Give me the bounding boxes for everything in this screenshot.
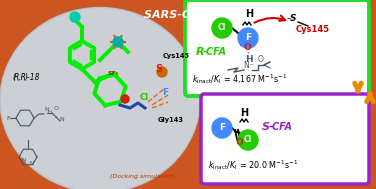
- Text: $k_{\rm inact}/K_{\rm I}$ = 4,167 M$^{-1}$s$^{-1}$: $k_{\rm inact}/K_{\rm I}$ = 4,167 M$^{-1…: [192, 73, 287, 87]
- Text: S: S: [262, 122, 270, 132]
- Text: N: N: [243, 61, 249, 70]
- Ellipse shape: [0, 8, 200, 189]
- Text: Cys145: Cys145: [163, 53, 190, 59]
- Text: N: N: [59, 117, 64, 122]
- Text: SF₅: SF₅: [108, 71, 120, 76]
- Text: -CFA: -CFA: [203, 47, 227, 57]
- Text: H: H: [240, 108, 248, 118]
- Text: pro: pro: [255, 6, 270, 15]
- Text: O: O: [54, 106, 59, 111]
- Text: (: (: [12, 73, 15, 82]
- Text: R: R: [196, 47, 205, 57]
- Circle shape: [113, 37, 123, 47]
- Text: )-18: )-18: [24, 73, 39, 82]
- Text: O: O: [258, 55, 264, 64]
- Text: R,R: R,R: [14, 73, 27, 82]
- Text: F: F: [219, 123, 225, 132]
- Text: O: O: [235, 138, 243, 147]
- Text: Cys145: Cys145: [296, 25, 330, 34]
- Text: F: F: [245, 33, 251, 43]
- Text: N: N: [30, 161, 34, 166]
- Text: F: F: [6, 116, 10, 122]
- Text: F: F: [162, 88, 168, 97]
- Text: (Docking simulation): (Docking simulation): [110, 174, 176, 179]
- Text: H: H: [245, 9, 253, 19]
- Text: –: –: [250, 61, 253, 67]
- Text: H: H: [48, 110, 52, 115]
- Circle shape: [238, 28, 258, 48]
- Text: Cl: Cl: [218, 23, 226, 33]
- Circle shape: [238, 130, 258, 150]
- Circle shape: [121, 95, 129, 103]
- Circle shape: [70, 12, 80, 22]
- Text: $k_{\rm inact}/K_{\rm I}$ = 20.0 M$^{-1}$s$^{-1}$: $k_{\rm inact}/K_{\rm I}$ = 20.0 M$^{-1}…: [208, 158, 298, 171]
- Text: O: O: [243, 43, 251, 52]
- Circle shape: [157, 67, 167, 77]
- FancyBboxPatch shape: [185, 0, 369, 96]
- Text: S: S: [155, 64, 162, 74]
- Text: Cl: Cl: [244, 136, 252, 145]
- Text: –: –: [287, 14, 291, 23]
- Circle shape: [212, 18, 232, 38]
- Text: Gly143: Gly143: [158, 117, 184, 123]
- Text: S: S: [290, 14, 297, 23]
- Text: SARS-CoV-2 M: SARS-CoV-2 M: [144, 10, 232, 20]
- Text: N: N: [22, 158, 26, 163]
- Circle shape: [212, 118, 232, 138]
- FancyBboxPatch shape: [201, 94, 369, 184]
- Text: N: N: [44, 107, 49, 112]
- Text: Cl: Cl: [140, 93, 149, 102]
- Text: -CFA: -CFA: [269, 122, 293, 132]
- Text: H: H: [245, 55, 253, 64]
